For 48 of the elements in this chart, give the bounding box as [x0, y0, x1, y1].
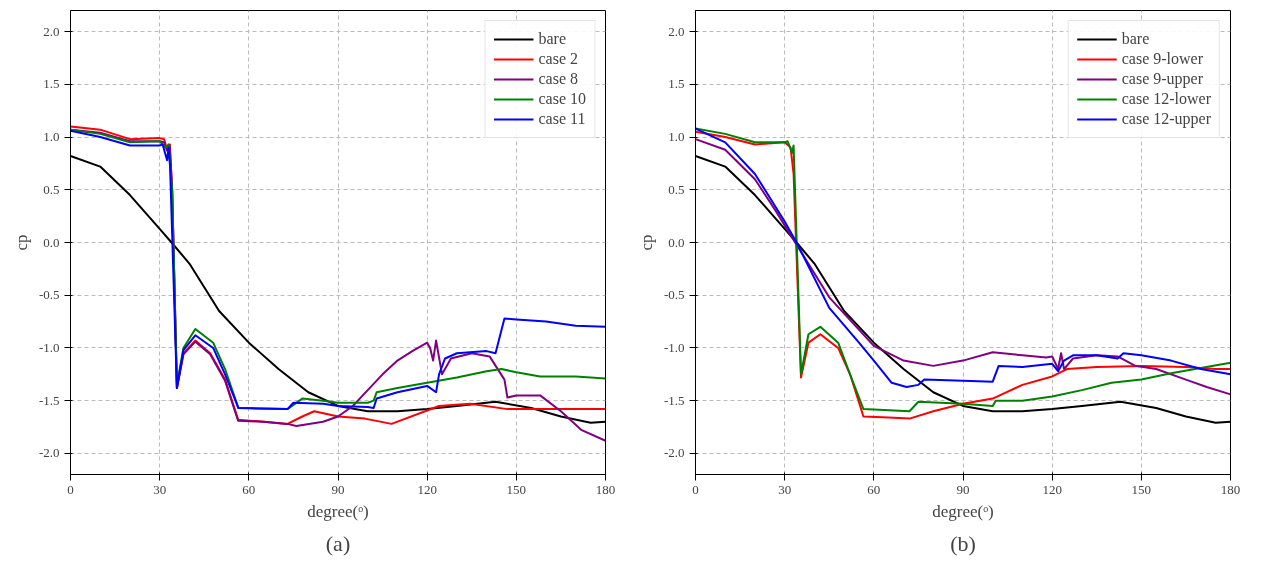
text: (b)	[950, 530, 976, 556]
text: (a)	[325, 530, 351, 556]
y-tick-label: -1.0	[663, 339, 685, 355]
x-tick-label: 120	[1042, 481, 1062, 497]
x-tick-label: 0	[692, 481, 699, 497]
x-axis-title: degree(ᵒ)	[307, 501, 369, 521]
x-tick-label: 120	[417, 481, 437, 497]
y-tick-label: 1.0	[668, 129, 685, 145]
x-tick-label: 180	[1220, 481, 1241, 497]
x-tick-label: 60	[867, 481, 881, 497]
y-axis-title: cp	[11, 234, 31, 251]
y-tick-label: -0.5	[38, 287, 60, 303]
y-tick-label: -1.5	[663, 392, 685, 408]
y-axis-title: cp	[636, 234, 656, 251]
y-tick-label: -2.0	[38, 445, 60, 461]
y-tick-label: 1.0	[43, 129, 60, 145]
x-tick-label: 90	[331, 481, 345, 497]
y-tick-label: 2.0	[43, 23, 60, 39]
legend-label: case 8	[538, 70, 578, 88]
y-tick-label: 1.5	[668, 76, 685, 92]
x-tick-label: 60	[242, 481, 256, 497]
x-axis-title: degree(ᵒ)	[932, 501, 994, 521]
y-tick-label: -0.5	[663, 287, 685, 303]
x-tick-label: 150	[506, 481, 527, 497]
x-tick-label: 30	[153, 481, 167, 497]
legend-label: case 9-lower	[1121, 50, 1203, 68]
y-tick-label: -1.5	[38, 392, 60, 408]
y-tick-label: -1.0	[38, 339, 60, 355]
y-tick-label: 0.0	[668, 234, 685, 250]
legend-label: case 9-upper	[1121, 70, 1203, 88]
y-tick-label: 1.5	[43, 76, 60, 92]
legend-label: case 11	[538, 110, 586, 128]
y-tick-label: 0.0	[43, 234, 60, 250]
x-tick-label: 150	[1131, 481, 1152, 497]
x-tick-label: 180	[595, 481, 616, 497]
y-tick-label: 2.0	[668, 23, 685, 39]
x-tick-label: 30	[778, 481, 792, 497]
legend-label: bare	[1121, 30, 1150, 48]
legend-label: case 12-upper	[1121, 110, 1211, 128]
legend-label: bare	[538, 30, 566, 48]
legend-label: case 12-lower	[1121, 90, 1211, 108]
y-tick-label: 0.5	[43, 181, 60, 197]
x-tick-label: 90	[956, 481, 970, 497]
x-tick-label: 0	[67, 481, 74, 497]
y-tick-label: 0.5	[668, 181, 685, 197]
y-tick-label: -2.0	[663, 445, 685, 461]
legend-label: case 2	[538, 50, 578, 68]
legend-label: case 10	[538, 90, 586, 108]
